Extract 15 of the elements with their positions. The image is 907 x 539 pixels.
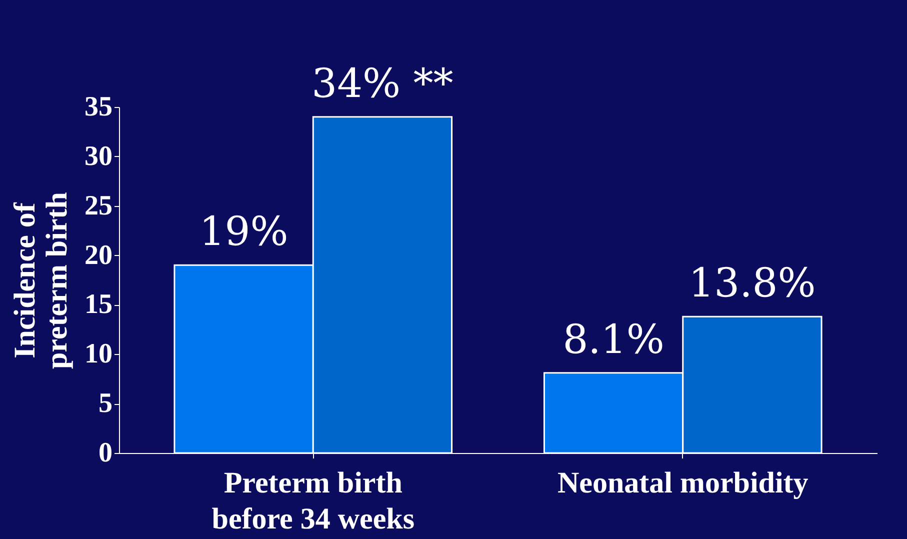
data-label: 8.1% — [562, 316, 664, 363]
y-tick-label: 30 — [84, 140, 112, 172]
y-tick-label: 25 — [84, 190, 112, 222]
y-tick-label: 15 — [84, 289, 112, 320]
x-tick-label: Neonatal morbidity — [557, 466, 808, 500]
y-tick-label: 5 — [98, 388, 112, 420]
y-tick-label: 0 — [98, 438, 112, 468]
data-label: 34% ** — [312, 60, 454, 107]
y-axis-title: Incidence of preterm birth — [8, 192, 74, 369]
y-tick-label: 10 — [84, 338, 112, 370]
y-tick-label: 20 — [84, 240, 112, 271]
y-tick-label: 35 — [84, 92, 112, 122]
data-label: 13.8% — [688, 260, 816, 307]
data-label: 19% — [199, 209, 288, 256]
x-tick-label: Preterm birth before 34 weeks — [212, 466, 414, 536]
